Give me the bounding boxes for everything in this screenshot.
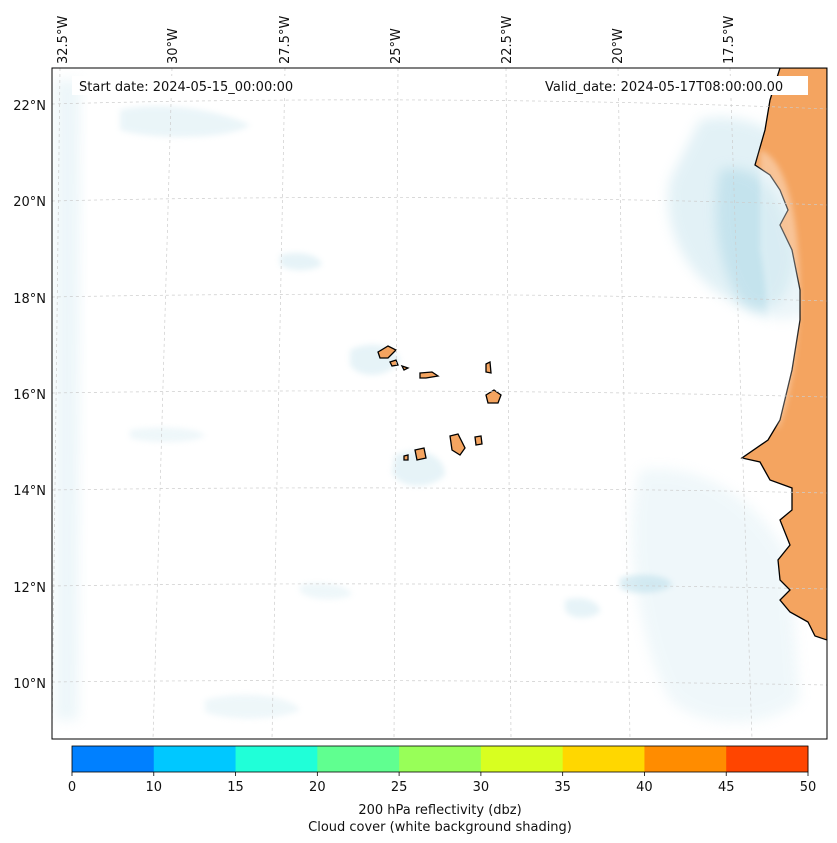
lat-label: 12°N [13,581,46,596]
lon-label: 32.5°W [56,16,71,64]
colorbar-tick-label: 10 [146,780,163,795]
lat-label: 10°N [13,677,46,692]
colorbar-tick-label: 40 [636,780,653,795]
colorbar-segment [480,746,564,772]
colorbar-segment [399,746,482,772]
lon-label: 30°W [166,28,181,64]
colorbar-segments [72,746,809,772]
valid-date-banner-bg [540,76,808,95]
colorbar-segment [235,746,318,772]
latitude-labels: 22°N 20°N 18°N 16°N 14°N 12°N 10°N [13,99,46,692]
colorbar: 0 10 15 20 25 30 35 40 45 50 200 hPa reflectivity… [68,745,816,835]
longitude-labels: 32.5°W 30°W 27.5°W 25°W 22.5°W 20°W 17.5… [56,16,737,64]
colorbar-segment [644,746,727,772]
lon-label: 17.5°W [722,16,737,64]
valid-date-text: Valid_date: 2024-05-17T08:00:00.00 [545,80,783,95]
lat-label: 14°N [13,484,46,499]
graticule [52,68,827,739]
lon-label: 27.5°W [278,16,293,64]
colorbar-label-line2: Cloud cover (white background shading) [308,820,572,835]
colorbar-label-line1: 200 hPa reflectivity (dbz) [358,803,521,818]
coastal-cloud-overlay [760,150,800,430]
colorbar-tick-label: 35 [554,780,571,795]
lon-label: 20°W [611,28,626,64]
lat-label: 16°N [13,388,46,403]
colorbar-tick-label: 0 [68,780,76,795]
lon-label: 22.5°W [500,16,515,64]
lat-label: 22°N [13,99,46,114]
lat-label: 20°N [13,195,46,210]
lat-label: 18°N [13,292,46,307]
colorbar-segment [726,746,809,772]
colorbar-segment [317,746,400,772]
map-frame [51,67,828,740]
cape-verde-islands [377,345,502,461]
colorbar-tick-label: 20 [309,780,326,795]
colorbar-segment [562,746,645,772]
colorbar-tick-label: 25 [391,780,408,795]
colorbar-tick-label: 30 [473,780,490,795]
colorbar-border [71,745,809,773]
colorbar-tick-label: 45 [718,780,735,795]
colorbar-tick-label: 50 [800,780,817,795]
colorbar-segment [72,746,155,772]
colorbar-segment [153,746,237,772]
lon-label: 25°W [389,28,404,64]
start-date-text: Start date: 2024-05-15_00:00:00 [79,80,293,95]
colorbar-tick-label: 15 [227,780,244,795]
colorbar-ticks: 0 10 15 20 25 30 35 40 45 50 [68,772,816,795]
start-date-banner-bg [72,76,312,95]
